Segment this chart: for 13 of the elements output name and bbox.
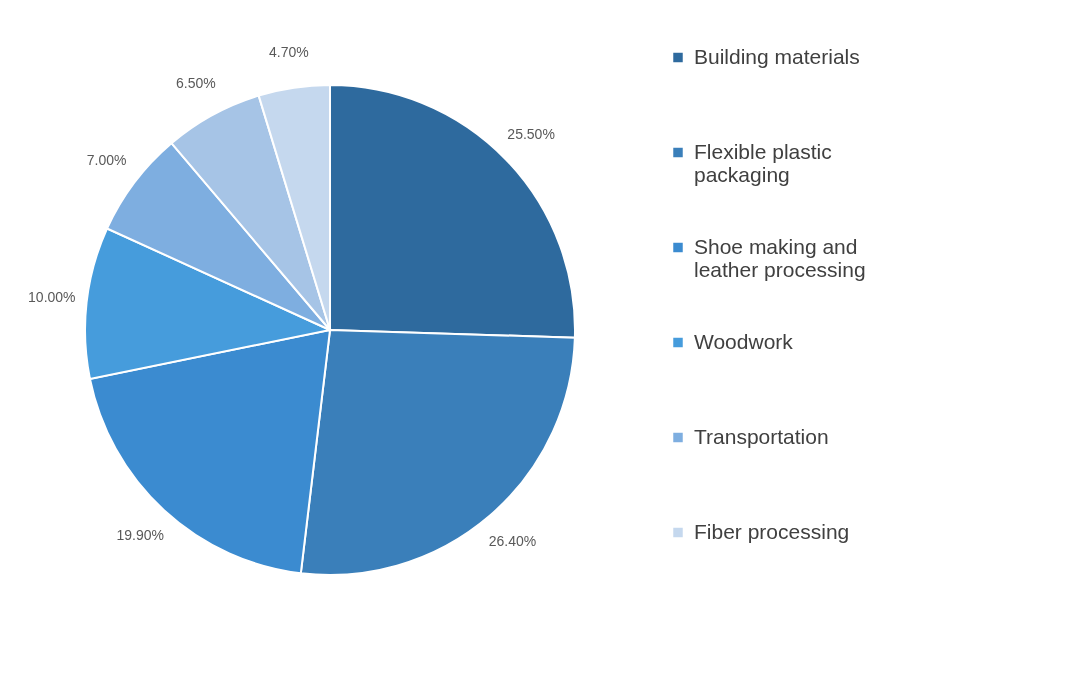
- legend-label: Building materials: [694, 44, 860, 68]
- legend-label: Flexible plastic packaging: [694, 139, 832, 186]
- legend-label: Woodwork: [694, 329, 794, 353]
- data-label: 25.50%: [507, 126, 555, 143]
- data-label: 6.50%: [176, 75, 216, 92]
- data-label: 7.00%: [86, 152, 127, 169]
- legend-label: Transportation: [694, 424, 829, 448]
- data-label: 10.00%: [28, 289, 76, 306]
- data-label: 26.40%: [488, 533, 537, 550]
- data-label: 19.90%: [116, 526, 164, 543]
- data-label: 4.70%: [268, 44, 309, 61]
- legend-label: Shoe making and leather processing: [694, 234, 866, 281]
- legend-label: Fiber processing: [694, 519, 850, 543]
